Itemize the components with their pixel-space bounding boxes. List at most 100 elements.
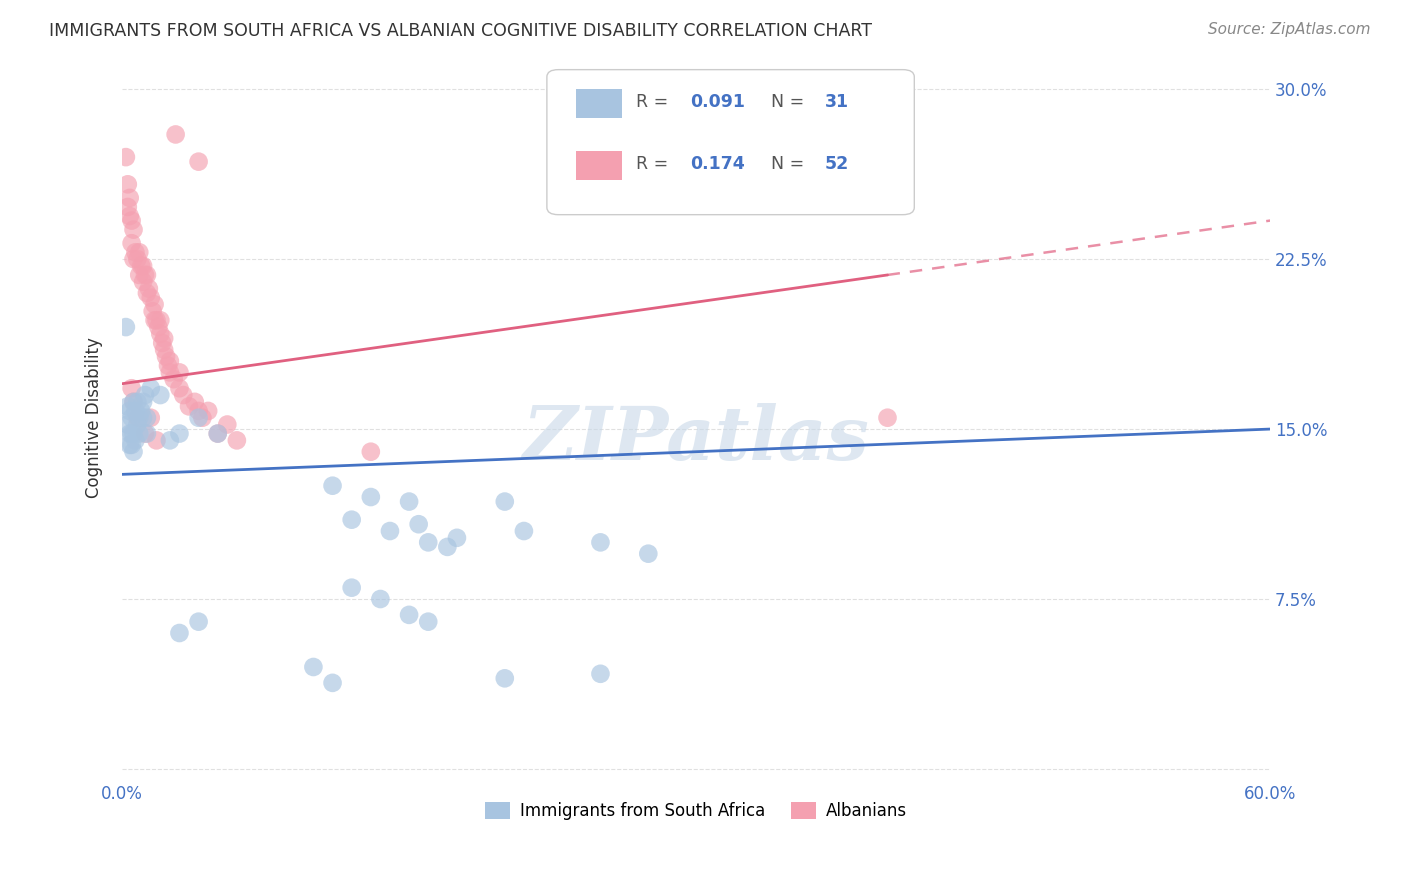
Point: [494, 494, 516, 508]
Point: [122, 222, 145, 236]
Text: 52: 52: [825, 155, 849, 173]
Point: [169, 365, 191, 379]
Point: [156, 359, 179, 373]
Text: IMMIGRANTS FROM SOUTH AFRICA VS ALBANIAN COGNITIVE DISABILITY CORRELATION CHART: IMMIGRANTS FROM SOUTH AFRICA VS ALBANIAN…: [49, 22, 872, 40]
Point: [138, 281, 160, 295]
Point: [121, 410, 143, 425]
Point: [118, 426, 141, 441]
Point: [143, 313, 166, 327]
Point: [132, 395, 155, 409]
Point: [589, 666, 612, 681]
Point: [117, 200, 139, 214]
Point: [139, 291, 162, 305]
Point: [115, 320, 138, 334]
Point: [122, 395, 145, 409]
Text: 0.091: 0.091: [690, 94, 745, 112]
Point: [197, 404, 219, 418]
Point: [159, 365, 181, 379]
Point: [418, 615, 440, 629]
Point: [169, 426, 191, 441]
Point: [446, 531, 468, 545]
Point: [134, 268, 156, 282]
Point: [132, 275, 155, 289]
Point: [121, 236, 143, 251]
Legend: Immigrants from South Africa, Albanians: Immigrants from South Africa, Albanians: [479, 795, 914, 826]
Point: [378, 524, 401, 538]
Point: [513, 524, 536, 538]
Point: [340, 581, 363, 595]
Point: [187, 615, 209, 629]
Text: Source: ZipAtlas.com: Source: ZipAtlas.com: [1208, 22, 1371, 37]
Point: [122, 444, 145, 458]
Point: [124, 404, 146, 418]
Point: [132, 259, 155, 273]
Point: [136, 426, 159, 441]
Point: [153, 343, 176, 357]
Point: [169, 626, 191, 640]
Point: [136, 286, 159, 301]
Point: [149, 313, 172, 327]
Point: [128, 268, 150, 282]
Text: 31: 31: [825, 94, 849, 112]
Point: [302, 660, 325, 674]
Point: [187, 404, 209, 418]
Point: [118, 191, 141, 205]
Point: [207, 426, 229, 441]
Point: [398, 494, 420, 508]
Point: [121, 381, 143, 395]
Point: [121, 213, 143, 227]
Point: [322, 479, 344, 493]
Point: [118, 209, 141, 223]
Point: [876, 410, 898, 425]
Point: [163, 372, 186, 386]
Point: [589, 535, 612, 549]
Point: [159, 434, 181, 448]
Point: [127, 252, 149, 266]
Point: [150, 335, 173, 350]
Point: [128, 410, 150, 425]
Point: [139, 410, 162, 425]
Point: [122, 395, 145, 409]
Point: [128, 426, 150, 441]
Point: [127, 417, 149, 432]
Point: [122, 426, 145, 441]
Point: [145, 313, 167, 327]
Point: [142, 304, 165, 318]
Point: [360, 444, 382, 458]
Point: [207, 426, 229, 441]
Point: [172, 388, 194, 402]
Point: [124, 434, 146, 448]
Point: [177, 400, 200, 414]
Point: [143, 297, 166, 311]
Point: [134, 426, 156, 441]
Text: ZIPatlas: ZIPatlas: [523, 403, 869, 475]
Point: [370, 592, 392, 607]
Point: [117, 400, 139, 414]
Point: [127, 395, 149, 409]
Point: [129, 404, 152, 418]
Point: [225, 434, 247, 448]
FancyBboxPatch shape: [575, 151, 621, 180]
Point: [127, 410, 149, 425]
Point: [153, 331, 176, 345]
Point: [148, 320, 170, 334]
Point: [436, 540, 458, 554]
Point: [360, 490, 382, 504]
Point: [115, 150, 138, 164]
Point: [184, 395, 207, 409]
Point: [187, 154, 209, 169]
Point: [132, 410, 155, 425]
Point: [117, 178, 139, 192]
Text: N =: N =: [770, 94, 810, 112]
Point: [117, 417, 139, 432]
Point: [136, 268, 159, 282]
Text: R =: R =: [637, 155, 675, 173]
FancyBboxPatch shape: [547, 70, 914, 215]
Point: [637, 547, 659, 561]
Point: [187, 410, 209, 425]
Point: [165, 128, 187, 142]
Point: [118, 404, 141, 418]
Point: [129, 259, 152, 273]
Text: N =: N =: [770, 155, 810, 173]
Point: [145, 434, 167, 448]
